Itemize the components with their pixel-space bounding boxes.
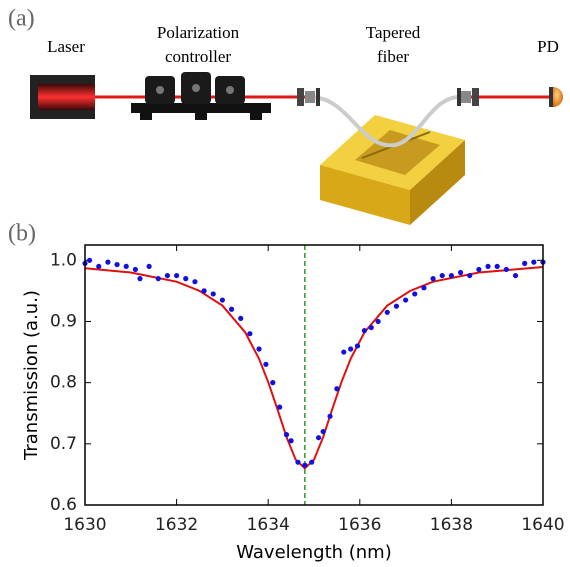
x-tick-label: 1636 — [338, 515, 381, 535]
data-point — [467, 272, 473, 279]
data-point — [247, 331, 253, 337]
data-point — [114, 261, 120, 268]
data-point — [457, 269, 464, 276]
data-point — [485, 263, 491, 270]
data-point — [494, 263, 500, 270]
plot-frame — [84, 244, 544, 506]
data-point — [341, 349, 347, 355]
data-point — [354, 343, 361, 349]
x-tick-label: 1640 — [521, 515, 564, 535]
data-point — [123, 263, 129, 270]
fit-line — [84, 266, 544, 470]
polarization-controller — [131, 72, 271, 120]
data-point — [219, 297, 225, 303]
data-point — [512, 272, 519, 279]
data-point — [302, 462, 308, 468]
data-point — [283, 432, 290, 438]
data-point — [430, 276, 436, 282]
tapered-fiber — [309, 95, 461, 148]
laser-label: Laser — [47, 37, 85, 56]
panel-label: (a) — [8, 6, 35, 32]
data-point — [315, 435, 322, 441]
y-tick-label: 1.0 — [50, 250, 77, 270]
laser-beam — [38, 84, 95, 110]
data-point — [146, 263, 152, 270]
data-point — [137, 276, 143, 282]
y-tick-label: 0.8 — [50, 373, 77, 393]
data-point — [531, 259, 537, 265]
data-point — [327, 413, 333, 419]
data-point — [86, 257, 93, 263]
chip — [320, 115, 465, 225]
photodetector — [553, 87, 563, 107]
data-point — [393, 303, 400, 309]
pc-label: Polarization — [157, 23, 240, 42]
data-point — [192, 279, 198, 285]
data-point — [155, 276, 161, 282]
data-point — [277, 404, 283, 410]
data-point — [238, 315, 244, 322]
data-point — [263, 361, 269, 367]
x-tick-label: 1634 — [247, 515, 290, 535]
data-point — [96, 263, 102, 270]
data-point — [476, 266, 482, 273]
data-point — [403, 297, 409, 303]
data-point — [174, 272, 180, 279]
data-point — [105, 259, 111, 265]
x-tick-label: 1638 — [430, 515, 473, 535]
data-point — [375, 318, 381, 325]
tf-label: Tapered — [366, 23, 421, 42]
data-point — [421, 285, 427, 291]
data-point — [412, 291, 418, 297]
tf-label: fiber — [377, 47, 409, 66]
data-point — [448, 272, 454, 279]
data-point — [384, 309, 390, 315]
data-point — [288, 438, 294, 444]
plot: 1630 1632 1634 1636 1638 1640 0.6 0.7 0.8 0.9 1.0 — [50, 244, 565, 535]
data-point — [228, 306, 235, 312]
data-point — [334, 386, 340, 392]
data-point — [256, 346, 262, 352]
y-tick-label: 0.6 — [50, 495, 77, 515]
connector — [457, 88, 479, 106]
y-axis-label: Transmission (a.u.) — [21, 290, 42, 461]
connector — [297, 88, 320, 106]
photodetector-base — [549, 87, 553, 107]
data-point — [309, 459, 315, 465]
x-tick-label: 1630 — [63, 515, 106, 535]
x-tick-label: 1632 — [155, 515, 198, 535]
data-point — [368, 324, 374, 331]
data-point — [522, 260, 528, 266]
data-point — [295, 459, 301, 465]
data-point — [361, 328, 367, 334]
pd-label: PD — [537, 37, 559, 56]
pc-label: controller — [165, 47, 231, 66]
y-tick-label: 0.9 — [50, 311, 77, 331]
x-axis-label: Wavelength (nm) — [236, 542, 392, 563]
data-point — [503, 266, 509, 273]
data-point — [164, 272, 171, 279]
data-point — [132, 266, 138, 273]
data-point — [439, 272, 445, 279]
data-point — [348, 346, 354, 352]
data-point — [320, 428, 326, 435]
panel-label: (b) — [8, 221, 36, 247]
data-point — [210, 291, 216, 297]
data-point — [270, 380, 276, 386]
data-point — [183, 276, 189, 282]
y-tick-label: 0.7 — [50, 434, 77, 454]
data-point — [201, 288, 207, 294]
